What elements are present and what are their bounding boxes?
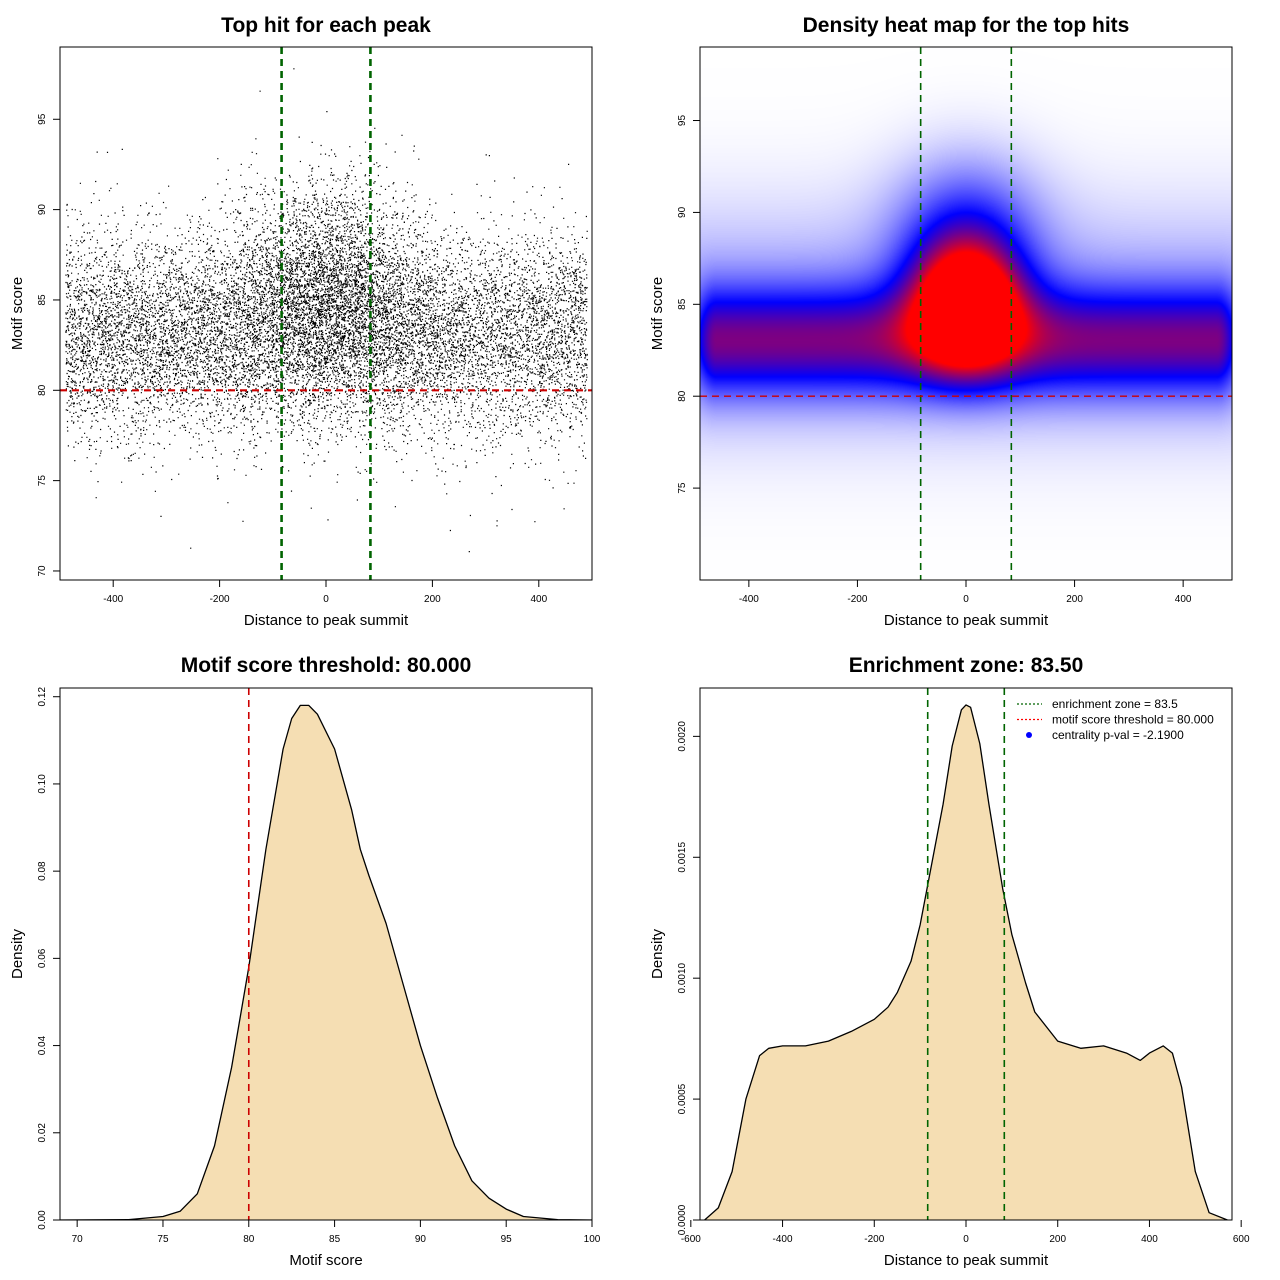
y-axis-label: Density [649,928,666,979]
y-tick-label: 0.0020 [677,721,688,752]
y-axis: 0.0000 0.0005 0.0010 0.0015 0.0020 [677,721,700,1235]
chart-panel-2: -400 -200 0 200 400 75 80 85 90 95 Density heat ma… [649,14,1233,629]
y-tick-label: 80 [37,384,48,396]
y-tick-label: 0.10 [37,774,48,794]
density-area [704,704,1228,1220]
x-tick-label: -200 [210,594,230,605]
x-tick-label: -200 [864,1234,884,1245]
x-tick-label: -600 [681,1234,701,1245]
y-tick-label: 90 [37,204,48,216]
x-tick-label: 70 [72,1234,84,1245]
y-tick-label: 95 [677,115,688,127]
x-axis-label: Distance to peak summit [884,1252,1049,1269]
x-tick-label: -400 [739,594,759,605]
chart-title: Top hit for each peak [221,14,431,37]
x-tick-label: -400 [103,594,123,605]
x-tick-label: 200 [1049,1234,1066,1245]
chart-panel-3: 70 75 80 85 90 95 1000.000.020.040.060.080.100… [9,654,601,1269]
chart-title: Motif score threshold: 80.000 [181,654,472,677]
density-heatmap [700,47,1232,580]
x-tick-label: -400 [773,1234,793,1245]
x-tick-label: 600 [1233,1234,1250,1245]
chart-title: Density heat map for the top hits [803,14,1130,37]
legend-label: enrichment zone = 83.5 [1052,697,1178,711]
chart-panel-4: -600 -400 -200 0 200 400 600 0.0000 0.0005 0.0010… [649,654,1250,1269]
y-tick-label: 0.02 [37,1123,48,1143]
density-area [60,705,592,1220]
y-tick-label: 0.0000 [677,1204,688,1235]
x-tick-label: -200 [847,594,867,605]
y-tick-label: 0.08 [37,861,48,881]
y-tick-label: 90 [677,206,688,218]
x-axis: 70 75 80 85 90 95 100 [72,1220,601,1245]
x-axis: -400 -200 0 200 400 [739,580,1192,605]
x-axis-label: Distance to peak summit [244,612,409,629]
x-tick-label: 95 [501,1234,513,1245]
x-tick-label: 80 [243,1234,255,1245]
x-axis-label: Motif score [289,1252,362,1269]
y-axis: 70 75 80 85 90 95 [37,113,60,577]
y-axis-label: Motif score [649,277,666,350]
y-tick-label: 75 [677,482,688,494]
y-tick-label: 0.0015 [677,842,688,873]
y-axis: 75 80 85 90 95 [677,115,700,494]
y-tick-label: 80 [677,390,688,402]
x-axis: -400 -200 0 200 400 [103,580,548,605]
x-axis-label: Distance to peak summit [884,612,1049,629]
x-tick-label: 0 [963,594,969,605]
y-tick-label: 0.00 [37,1210,48,1230]
y-tick-label: 0.12 [37,687,48,707]
x-tick-label: 100 [584,1234,601,1245]
x-tick-label: 75 [157,1234,169,1245]
x-axis: -600 -400 -200 0 200 400 600 [681,1220,1250,1245]
y-axis-label: Density [9,928,26,979]
plot-frame [59,46,593,581]
chart-title: Enrichment zone: 83.50 [849,654,1084,677]
x-tick-label: 85 [329,1234,341,1245]
plot-area [60,688,592,1220]
scatter-points [65,68,588,553]
y-axis: 0.00 0.02 0.04 0.06 0.08 0.10 0.12 [37,687,60,1230]
density-curve [704,704,1228,1220]
x-tick-label: 90 [415,1234,427,1245]
y-tick-label: 95 [37,113,48,125]
y-tick-label: 85 [37,294,48,306]
plot-area [700,47,1232,580]
x-tick-label: 0 [323,594,329,605]
legend-label: centrality p-val = -2.1900 [1052,728,1184,742]
y-tick-label: 75 [37,475,48,487]
y-tick-label: 0.06 [37,948,48,968]
plot-area [60,47,592,580]
x-tick-label: 0 [963,1234,969,1245]
x-tick-label: 400 [1141,1234,1158,1245]
x-tick-label: 400 [530,594,547,605]
plot-area [704,688,1228,1220]
density-curve [60,704,592,1220]
y-tick-label: 0.0005 [677,1083,688,1114]
y-tick-label: 0.0010 [677,962,688,993]
plot-frame [59,687,593,1221]
legend: enrichment zone = 83.5 motif score thresh… [1017,697,1214,742]
x-tick-label: 200 [424,594,441,605]
y-tick-label: 0.04 [37,1035,48,1055]
chart-panel-1: -400 -200 0 200 400 70 75 80 85 90 95 Top hit for e… [9,14,593,629]
scatter-point-cloud [65,68,588,553]
legend-label: motif score threshold = 80.000 [1052,713,1214,727]
y-tick-label: 70 [37,565,48,577]
x-tick-label: 400 [1175,594,1192,605]
legend-point-icon [1026,732,1032,738]
x-tick-label: 200 [1066,594,1083,605]
y-axis-label: Motif score [9,277,26,350]
y-tick-label: 85 [677,298,688,310]
